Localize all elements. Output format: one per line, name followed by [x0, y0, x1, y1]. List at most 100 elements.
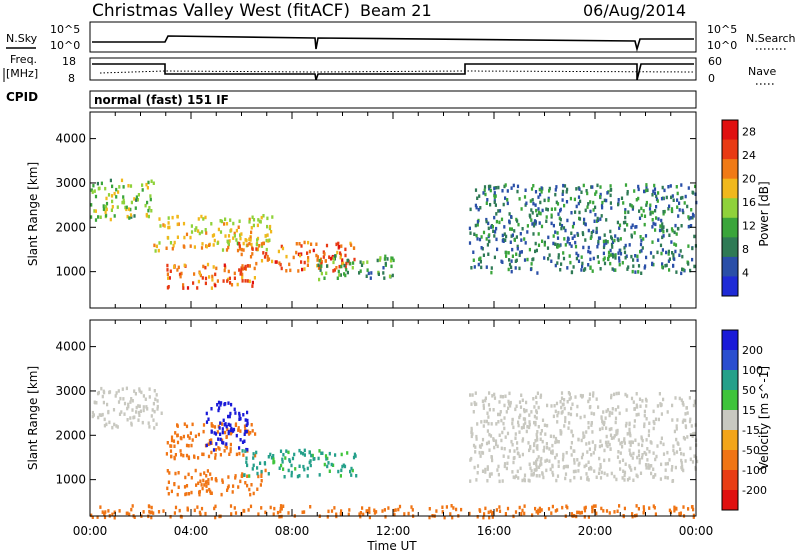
echo-cell	[182, 283, 185, 287]
echo-cell	[547, 196, 550, 201]
echo-cell	[543, 256, 546, 260]
echo-cell	[574, 469, 577, 474]
echo-cell	[638, 460, 641, 465]
echo-cell	[586, 450, 589, 454]
echo-cell	[616, 431, 619, 435]
echo-cell	[678, 201, 681, 205]
echo-cell	[657, 217, 660, 221]
echo-cell	[191, 438, 194, 442]
echo-cell	[600, 204, 604, 208]
echo-cell	[245, 429, 248, 434]
echo-cell	[563, 184, 567, 188]
echo-cell	[599, 217, 602, 221]
echo-cell	[290, 473, 293, 478]
echo-cell	[228, 414, 231, 419]
echo-cell	[358, 271, 361, 275]
echo-cell	[347, 258, 350, 263]
echo-cell	[652, 419, 655, 424]
echo-cell	[167, 221, 170, 225]
echo-cell	[556, 202, 560, 206]
echo-cell	[264, 468, 267, 473]
echo-cell	[664, 462, 667, 466]
colorbar-swatch	[722, 350, 738, 371]
echo-cell	[281, 457, 284, 462]
echo-cell	[392, 508, 396, 513]
echo-cell	[599, 476, 603, 480]
echo-cell	[279, 449, 283, 453]
echo-cell	[633, 231, 636, 235]
echo-cell	[238, 417, 241, 421]
echo-cell	[567, 391, 570, 395]
echo-cell	[546, 246, 550, 250]
echo-cell	[237, 225, 240, 229]
echo-cell	[166, 268, 169, 272]
echo-cell	[262, 251, 265, 255]
echo-cell	[571, 433, 575, 438]
echo-cell	[586, 205, 589, 209]
echo-cell	[487, 184, 491, 189]
echo-cell	[579, 511, 582, 515]
echo-cell	[624, 424, 628, 428]
echo-cell	[488, 187, 491, 191]
echo-cell	[675, 437, 678, 442]
echo-cell	[245, 456, 248, 460]
echo-cell	[592, 256, 595, 261]
echo-cell	[491, 225, 494, 229]
echo-cell	[172, 439, 176, 443]
echo-cell	[251, 247, 254, 251]
echo-cell	[498, 209, 502, 213]
echo-cell	[273, 460, 276, 464]
echo-cell	[351, 468, 354, 473]
echo-cell	[497, 209, 500, 213]
echo-cell	[204, 265, 207, 270]
echo-cell	[260, 474, 263, 478]
echo-cell	[495, 237, 498, 242]
echo-cell	[583, 506, 586, 510]
echo-cell	[586, 475, 589, 480]
echo-cell	[583, 515, 586, 519]
echo-cell	[239, 233, 242, 237]
echo-cell	[512, 425, 515, 430]
echo-cell	[111, 425, 114, 430]
echo-cell	[370, 271, 373, 275]
echo-cell	[545, 468, 548, 473]
echo-cell	[322, 255, 325, 259]
echo-cell	[535, 467, 538, 472]
echo-cell	[389, 259, 393, 263]
echo-cell	[224, 430, 227, 435]
echo-cell	[641, 453, 644, 457]
echo-cell	[103, 512, 106, 517]
echo-cell	[249, 236, 252, 240]
echo-cell	[255, 242, 258, 247]
echo-cell	[318, 259, 321, 263]
echo-cell	[573, 449, 576, 453]
echo-cell	[185, 453, 189, 458]
echo-cell	[152, 511, 155, 515]
echo-cell	[482, 406, 485, 410]
echo-cell	[302, 464, 305, 469]
echo-cell	[368, 510, 371, 514]
echo-cell	[243, 439, 246, 443]
echo-cell	[624, 462, 627, 466]
echo-cell	[176, 222, 179, 227]
echo-cell	[528, 448, 531, 453]
echo-cell	[520, 512, 523, 516]
echo-cell	[362, 261, 365, 265]
echo-cell	[281, 460, 284, 464]
echo-cell	[541, 418, 545, 422]
echo-cell	[210, 438, 213, 442]
echo-cell	[153, 243, 156, 248]
echo-cell	[659, 477, 662, 481]
echo-cell	[282, 467, 285, 471]
echo-cell	[300, 260, 303, 264]
echo-cell	[339, 253, 342, 257]
echo-cell	[246, 474, 249, 478]
echo-cell	[201, 230, 204, 234]
echo-cell	[571, 236, 574, 240]
echo-cell	[500, 438, 503, 443]
echo-cell	[687, 244, 690, 248]
echo-cell	[225, 442, 228, 446]
echo-cell	[256, 466, 259, 470]
echo-cell	[535, 248, 538, 253]
echo-cell	[138, 404, 141, 408]
